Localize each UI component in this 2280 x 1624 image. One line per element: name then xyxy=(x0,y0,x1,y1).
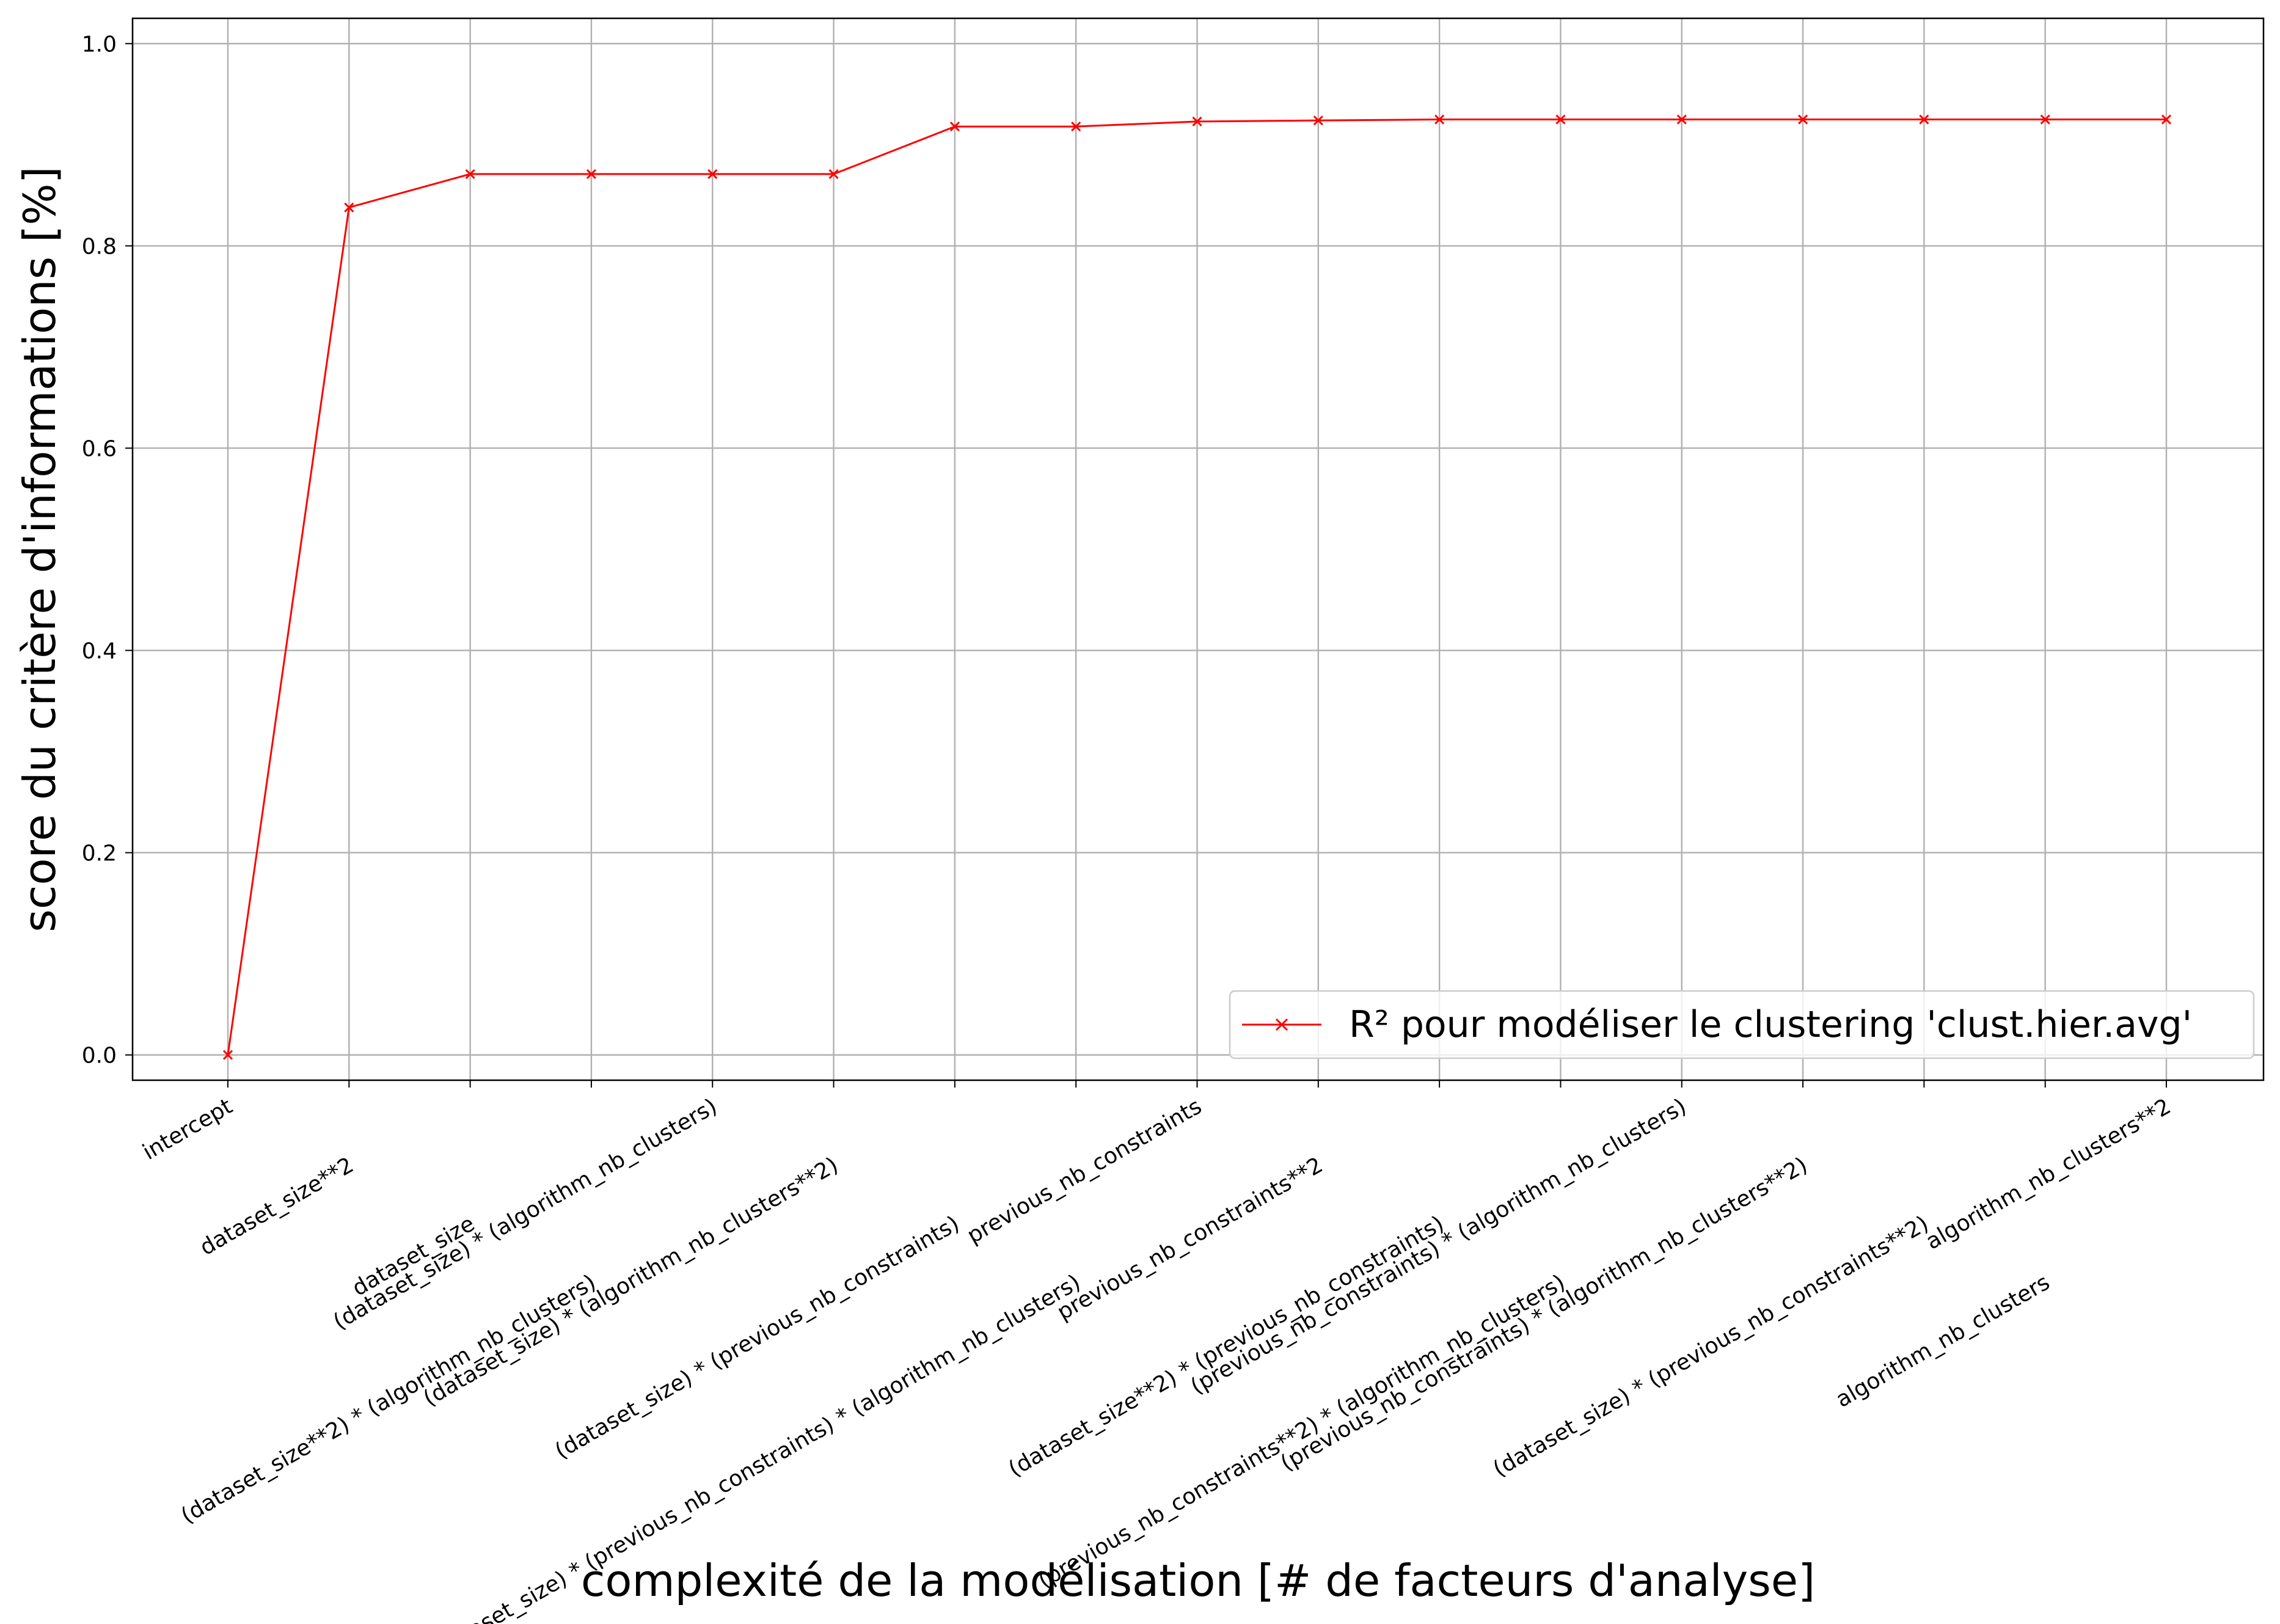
legend: R² pour modéliser le clustering 'clust.h… xyxy=(1229,990,2255,1059)
legend-label: R² pour modéliser le clustering 'clust.h… xyxy=(1349,1003,2192,1046)
data-point xyxy=(2161,114,2172,125)
legend-box xyxy=(1229,990,2255,1059)
y-tick-label: 1.0 xyxy=(82,32,117,57)
data-point xyxy=(222,1050,233,1060)
y-axis-label: score du critère d'informations [%] xyxy=(14,166,65,932)
y-axis-ticks: 0.0 0.2 0.4 0.6 0.8 1.0 xyxy=(82,32,133,1069)
data-point xyxy=(1071,122,1081,132)
data-point xyxy=(1555,114,1566,125)
data-point xyxy=(1434,114,1445,125)
y-tick-label: 0.8 xyxy=(82,234,117,259)
grid xyxy=(133,18,2264,1080)
data-point xyxy=(344,202,354,213)
plot-area-frame xyxy=(131,17,2265,1081)
y-tick-label: 0.6 xyxy=(82,436,117,461)
data-point xyxy=(1798,114,1808,125)
data-point xyxy=(586,169,596,179)
legend-marker xyxy=(1275,1018,1288,1031)
data-point xyxy=(1676,114,1687,125)
data-point xyxy=(465,169,475,179)
data-point xyxy=(1192,116,1202,126)
data-point xyxy=(707,169,718,179)
y-tick-label: 0.4 xyxy=(82,639,117,664)
data-point xyxy=(828,169,839,179)
data-point xyxy=(2040,114,2050,125)
data-point xyxy=(1919,114,1929,125)
data-point xyxy=(949,122,960,132)
series-line xyxy=(222,114,2172,1060)
x-axis-label: complexité de la modélisation [# de fact… xyxy=(581,1555,1815,1606)
y-tick-label: 0.2 xyxy=(82,841,117,866)
y-tick-label: 0.0 xyxy=(82,1044,117,1069)
data-point xyxy=(1313,115,1323,126)
